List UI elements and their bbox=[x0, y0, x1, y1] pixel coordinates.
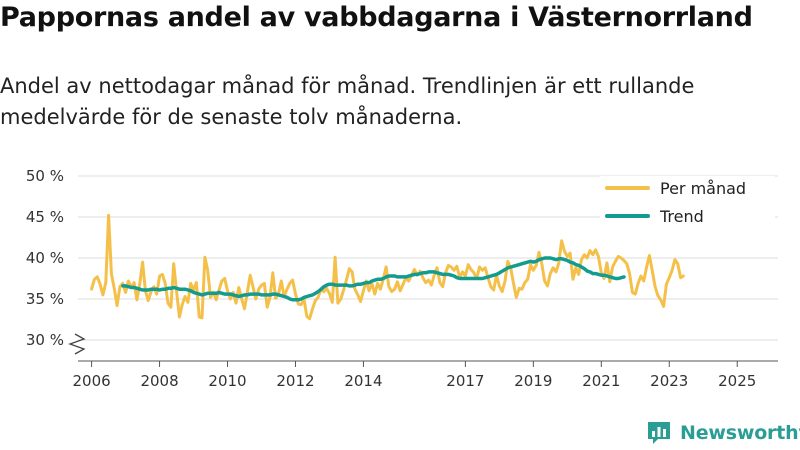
x-tick-label-2025: 2025 bbox=[718, 372, 756, 390]
series bbox=[90, 213, 685, 321]
y-tick-label-50: 50 % bbox=[26, 167, 64, 185]
x-tick-label-2019: 2019 bbox=[514, 372, 552, 390]
series-line-per-manad bbox=[90, 213, 685, 321]
y-tick-label-40: 40 % bbox=[26, 249, 64, 267]
chart-title: Pappornas andel av vabbdagarna i Västern… bbox=[0, 2, 753, 33]
legend: Per månad Trend bbox=[600, 176, 775, 236]
x-tick-label-2014: 2014 bbox=[344, 372, 382, 390]
y-tick-label-30: 30 % bbox=[26, 331, 64, 349]
chart-subtitle: Andel av nettodagar månad för månad. Tre… bbox=[0, 74, 695, 129]
y-axis-break-icon bbox=[68, 333, 86, 355]
x-tick-label-2010: 2010 bbox=[208, 372, 246, 390]
x-tick-label-2021: 2021 bbox=[582, 372, 620, 390]
x-tick-label-2017: 2017 bbox=[446, 372, 484, 390]
brand-name: Newsworthy bbox=[680, 422, 800, 444]
x-tick-label-2023: 2023 bbox=[650, 372, 688, 390]
brand-logo: Newsworthy bbox=[645, 419, 800, 447]
legend-label-per-manad: Per månad bbox=[660, 179, 746, 198]
x-tick-label-2008: 2008 bbox=[140, 372, 178, 390]
axes: 30 % 35 % 40 % 45 % 50 % 2006 2008 2010 2012 2014… bbox=[26, 167, 778, 390]
x-tick-label-2006: 2006 bbox=[72, 372, 110, 390]
newsworthy-logo-icon bbox=[648, 422, 670, 444]
legend-label-trend: Trend bbox=[659, 207, 704, 226]
y-tick-label-35: 35 % bbox=[26, 290, 64, 308]
series-line-trend bbox=[121, 256, 626, 302]
y-tick-label-45: 45 % bbox=[26, 208, 64, 226]
x-tick-label-2012: 2012 bbox=[276, 372, 314, 390]
